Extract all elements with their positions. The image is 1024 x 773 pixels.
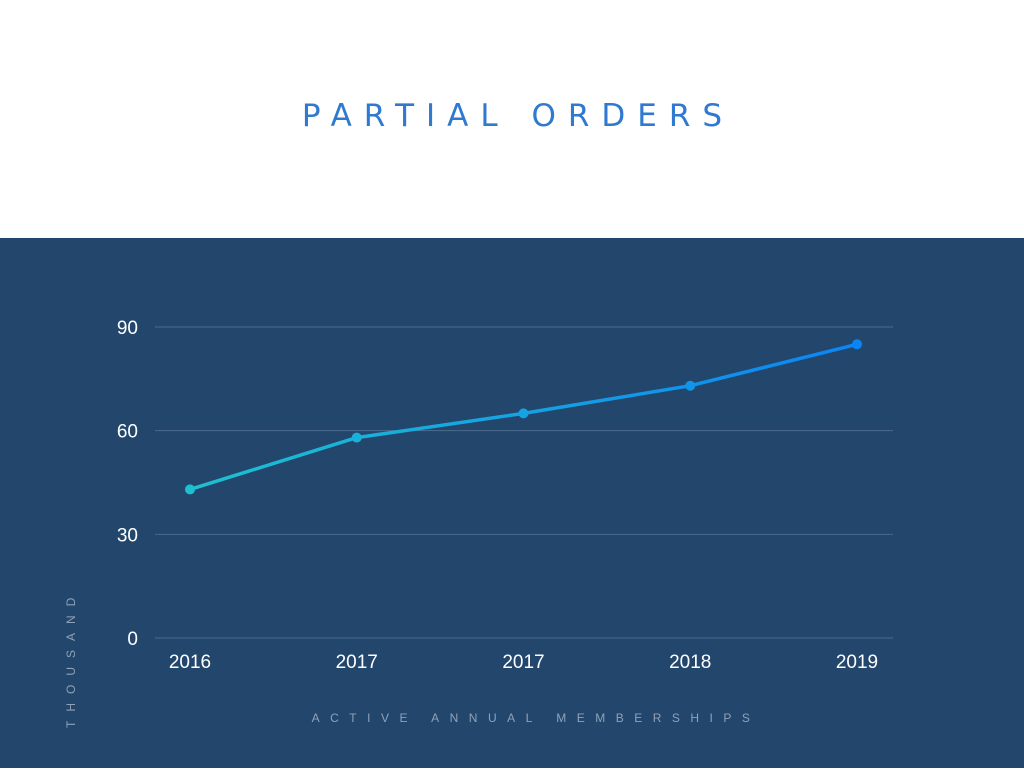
y-tick-label: 30 [117,525,138,546]
x-tick-label: 2017 [502,652,544,673]
y-tick-label: 90 [117,318,138,339]
chart-panel: 0 30 60 90 2016 2017 2017 2018 2019 THOUSAND AC… [0,238,1024,768]
x-tick-label: 2016 [169,652,211,673]
y-tick-label: 0 [127,629,138,650]
line-chart: 0 30 60 90 2016 2017 2017 2018 2019 THOUSAND AC… [0,238,1024,768]
y-tick-label: 60 [117,422,138,443]
data-point [685,380,696,391]
x-tick-label: 2018 [669,652,711,673]
x-axis-title: ACTIVE ANNUAL MEMBERSHIPS [312,711,761,725]
data-point [852,339,862,350]
data-point [185,484,195,495]
title-area: PARTIAL ORDERS [0,0,1024,238]
y-tick-labels: 0 30 60 90 [117,318,138,650]
x-tick-label: 2017 [336,652,378,673]
data-point [518,408,529,419]
chart-title: PARTIAL ORDERS [301,98,735,134]
y-axis-title: THOUSAND [64,589,78,728]
x-tick-label: 2019 [836,652,878,673]
data-points [185,339,862,495]
panel-background [0,238,1024,768]
x-tick-labels: 2016 2017 2017 2018 2019 [169,652,878,673]
gridlines [155,326,893,639]
data-point [351,432,362,443]
